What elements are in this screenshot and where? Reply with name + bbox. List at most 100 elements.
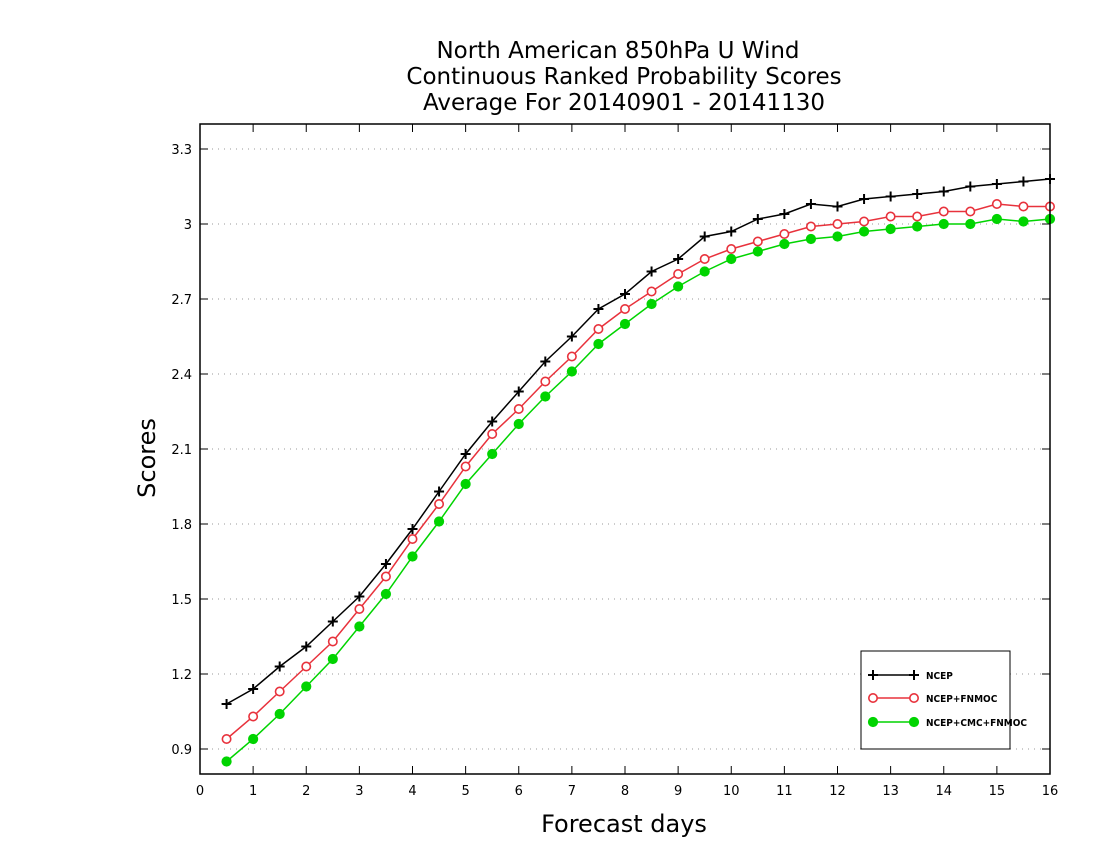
x-tick-label: 10 <box>723 784 740 799</box>
x-tick-label: 11 <box>776 784 793 799</box>
y-tick-label: 3 <box>184 218 192 233</box>
data-point <box>859 194 870 204</box>
data-point <box>354 603 365 614</box>
data-point <box>380 571 391 582</box>
data-point <box>779 229 790 240</box>
data-point <box>221 756 232 767</box>
data-point <box>380 588 392 600</box>
data-point <box>221 733 232 744</box>
series-layer <box>221 174 1056 767</box>
data-point <box>938 206 949 217</box>
data-point <box>699 231 710 242</box>
legend-swatch-marker <box>908 716 920 728</box>
chart-title-line-2: Continuous Ranked Probability Scores <box>406 64 841 90</box>
data-point <box>434 486 445 497</box>
data-point <box>248 711 259 722</box>
legend-label: NCEP+CMC+FNMOC <box>926 718 1027 729</box>
data-point <box>274 686 285 697</box>
y-tick-label: 1.8 <box>171 518 192 533</box>
data-point <box>566 351 577 362</box>
data-point <box>965 206 976 217</box>
data-point <box>912 189 923 199</box>
data-point <box>593 323 604 334</box>
data-point <box>965 181 976 192</box>
chart-title: North American 850hPa U Wind Continuous … <box>406 38 841 116</box>
data-point <box>540 391 551 402</box>
data-point <box>805 233 817 245</box>
data-point <box>752 246 763 257</box>
data-point <box>248 684 259 694</box>
y-tick-label: 2.7 <box>171 293 192 308</box>
series-line <box>226 178 1051 705</box>
y-tick-label: 0.9 <box>171 743 192 758</box>
data-point <box>859 216 870 227</box>
data-point <box>673 281 684 292</box>
legend-box <box>860 650 1011 750</box>
data-point <box>726 226 737 237</box>
data-point <box>885 223 896 235</box>
y-tick-label: 2.1 <box>171 443 192 458</box>
data-point <box>566 331 577 342</box>
data-point <box>619 318 631 330</box>
data-point <box>619 303 630 314</box>
data-point <box>513 418 524 430</box>
data-point <box>407 551 418 562</box>
data-point <box>487 428 498 439</box>
legend-swatch-marker <box>908 692 919 703</box>
legend-swatch-marker <box>867 692 878 703</box>
series-ncep-cmc-fnmoc <box>221 213 1056 767</box>
legend-swatch-marker <box>868 670 878 680</box>
x-tick-label: 1 <box>249 784 257 799</box>
x-tick-label: 8 <box>621 784 629 799</box>
x-tick-label: 6 <box>515 784 523 799</box>
data-point <box>593 338 604 350</box>
data-point <box>646 266 657 277</box>
data-point <box>805 199 816 209</box>
data-point <box>513 403 524 414</box>
data-point <box>699 266 710 277</box>
data-point <box>354 591 365 602</box>
data-point <box>699 254 710 265</box>
data-point <box>938 186 949 197</box>
x-tick-label: 16 <box>1042 784 1059 799</box>
data-point <box>460 478 471 490</box>
legend-entry: NCEP+FNMOC <box>867 692 998 705</box>
data-point <box>593 304 604 314</box>
x-axis: 0 1 2 3 4 5 6 7 8 9 10 11 12 13 14 15 16 <box>196 124 1058 799</box>
data-point <box>991 213 1002 225</box>
data-point <box>832 201 843 212</box>
data-point <box>779 209 790 219</box>
data-point <box>540 376 551 387</box>
series-ncep-fnmoc <box>221 199 1056 744</box>
x-tick-label: 5 <box>461 784 469 799</box>
data-point <box>991 179 1002 189</box>
data-point <box>912 221 923 232</box>
series-ncep <box>221 174 1055 709</box>
data-point <box>354 621 365 632</box>
x-tick-label: 12 <box>829 784 846 799</box>
data-point <box>991 199 1002 210</box>
data-point <box>726 244 737 255</box>
x-tick-label: 4 <box>408 784 416 799</box>
legend-entry: NCEP+CMC+FNMOC <box>867 716 1027 729</box>
data-point <box>274 661 285 672</box>
data-point <box>274 708 285 720</box>
y-tick-label: 1.2 <box>171 668 192 683</box>
data-point <box>938 218 949 230</box>
data-point <box>832 219 843 230</box>
data-point <box>912 211 923 222</box>
data-point <box>460 449 471 459</box>
data-point <box>327 616 338 627</box>
data-point <box>646 286 657 297</box>
x-tick-label: 14 <box>935 784 952 799</box>
data-point <box>858 226 870 237</box>
data-point <box>513 386 524 397</box>
x-tick-label: 2 <box>302 784 310 799</box>
data-point <box>407 533 418 544</box>
data-point <box>434 498 445 509</box>
data-point <box>301 641 312 652</box>
data-point <box>487 448 498 460</box>
data-point <box>726 253 737 265</box>
data-point <box>1018 216 1029 227</box>
